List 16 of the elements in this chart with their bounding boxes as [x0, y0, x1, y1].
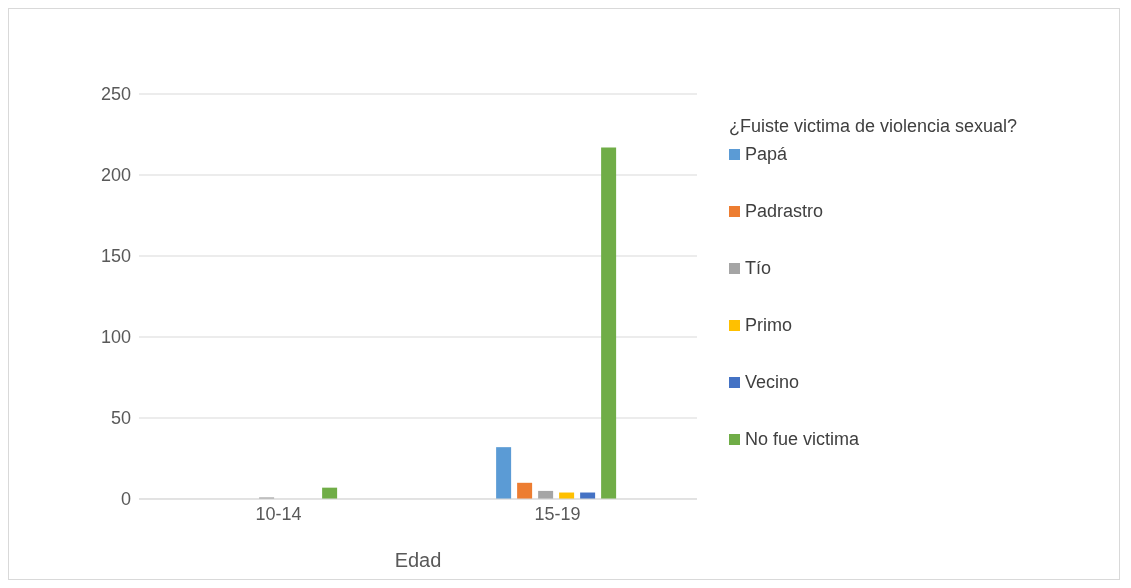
legend-label: Padrastro [745, 200, 824, 222]
legend-label: No fue victima [745, 428, 860, 450]
x-tick-label: 10-14 [255, 503, 302, 524]
x-axis-title: Edad [394, 549, 442, 571]
legend-label: Papá [745, 143, 788, 165]
y-tick-label: 0 [120, 489, 131, 510]
legend-label: Primo [745, 314, 793, 336]
y-tick-label: 250 [100, 84, 131, 105]
legend-title: ¿Fuiste victima de violencia sexual? [729, 115, 1019, 138]
y-tick-label: 50 [110, 408, 131, 429]
y-tick-label: 100 [100, 327, 131, 348]
legend-label: Vecino [745, 371, 800, 393]
legend-label: Tío [745, 257, 772, 279]
y-tick-label: 150 [100, 246, 131, 267]
x-tick-label: 15-19 [534, 503, 581, 524]
y-tick-label: 200 [100, 165, 131, 186]
